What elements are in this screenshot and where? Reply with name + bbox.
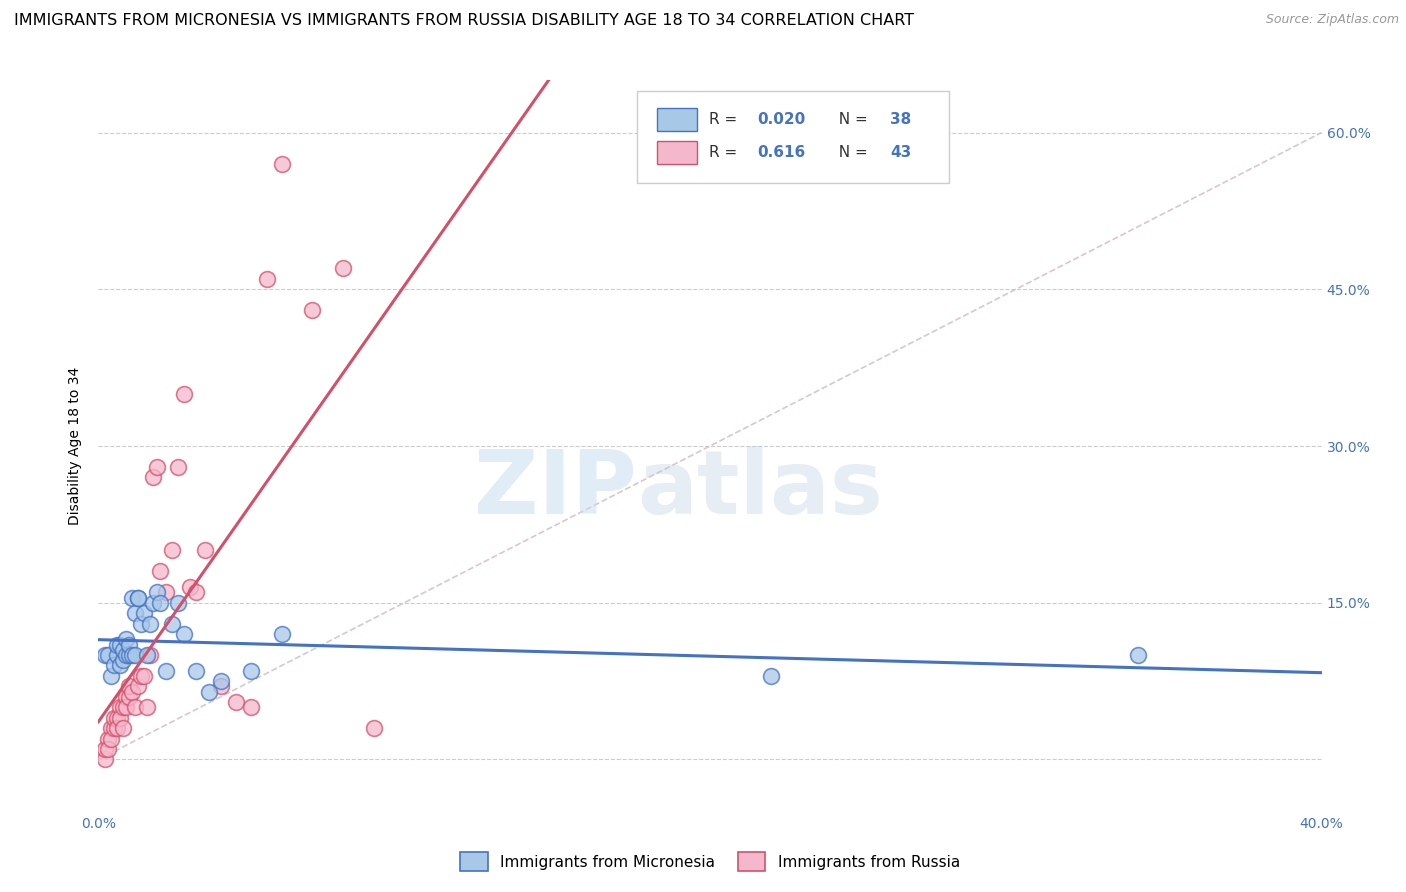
Point [197, 684, 219, 698]
Point [118, 690, 141, 704]
Point [108, 711, 131, 725]
Point [108, 700, 131, 714]
Point [111, 700, 134, 714]
Point [332, 261, 354, 276]
Point [179, 580, 201, 594]
Point [173, 627, 195, 641]
Point [100, 669, 122, 683]
Text: IMMIGRANTS FROM MICRONESIA VS IMMIGRANTS FROM RUSSIA DISABILITY AGE 18 TO 34 COR: IMMIGRANTS FROM MICRONESIA VS IMMIGRANTS… [14, 13, 914, 29]
Point [115, 690, 138, 704]
Point [127, 679, 149, 693]
Point [240, 664, 263, 678]
Point [105, 711, 128, 725]
Point [139, 616, 162, 631]
Text: 0.616: 0.616 [758, 145, 806, 161]
Text: 38: 38 [890, 112, 911, 128]
Point [118, 638, 141, 652]
Point [173, 386, 195, 401]
Point [111, 642, 134, 657]
Point [160, 543, 183, 558]
Point [93, 752, 115, 766]
Point [108, 658, 131, 673]
Point [759, 669, 782, 683]
Point [124, 700, 146, 714]
Point [127, 591, 149, 605]
Point [194, 543, 217, 558]
Point [142, 596, 165, 610]
Point [93, 742, 115, 756]
Point [270, 157, 292, 171]
Point [121, 684, 143, 698]
Point [100, 721, 122, 735]
Point [167, 596, 190, 610]
Point [270, 627, 292, 641]
Point [108, 638, 131, 652]
Point [105, 648, 128, 662]
Point [129, 616, 152, 631]
Legend: Immigrants from Micronesia, Immigrants from Russia: Immigrants from Micronesia, Immigrants f… [454, 847, 966, 877]
Point [240, 700, 263, 714]
Point [105, 721, 128, 735]
Point [209, 674, 232, 689]
Point [134, 606, 156, 620]
Point [111, 721, 134, 735]
Text: R =: R = [709, 112, 742, 128]
Point [256, 272, 278, 286]
Point [115, 632, 138, 647]
Text: ZIP: ZIP [474, 446, 637, 533]
Point [121, 648, 143, 662]
Point [1128, 648, 1150, 662]
Point [111, 653, 134, 667]
FancyBboxPatch shape [637, 91, 949, 183]
Point [121, 591, 143, 605]
Point [139, 648, 162, 662]
Text: 0.020: 0.020 [758, 112, 806, 128]
Point [97, 742, 120, 756]
Point [167, 459, 190, 474]
Point [124, 648, 146, 662]
Point [142, 470, 165, 484]
Point [136, 700, 159, 714]
Point [155, 664, 177, 678]
Point [115, 700, 138, 714]
Text: Source: ZipAtlas.com: Source: ZipAtlas.com [1265, 13, 1399, 27]
Point [103, 721, 125, 735]
Point [186, 664, 208, 678]
FancyBboxPatch shape [658, 108, 696, 131]
Point [127, 591, 149, 605]
Point [301, 303, 323, 318]
Point [155, 585, 177, 599]
Point [145, 459, 167, 474]
Point [100, 731, 122, 746]
Point [124, 606, 146, 620]
Point [103, 711, 125, 725]
FancyBboxPatch shape [658, 141, 696, 164]
Y-axis label: Disability Age 18 to 34: Disability Age 18 to 34 [69, 367, 83, 525]
Point [363, 721, 385, 735]
Text: R =: R = [709, 145, 747, 161]
Point [118, 679, 141, 693]
Point [145, 585, 167, 599]
Point [149, 596, 172, 610]
Point [118, 648, 141, 662]
Point [97, 648, 120, 662]
Point [115, 648, 138, 662]
Point [105, 638, 128, 652]
Text: atlas: atlas [637, 446, 883, 533]
Point [149, 565, 172, 579]
Point [160, 616, 183, 631]
Point [136, 648, 159, 662]
Text: N =: N = [828, 145, 872, 161]
Text: N =: N = [828, 112, 872, 128]
Point [209, 679, 232, 693]
Point [97, 731, 120, 746]
Point [186, 585, 208, 599]
Point [93, 648, 115, 662]
Point [103, 658, 125, 673]
Point [225, 695, 247, 709]
Text: 43: 43 [890, 145, 911, 161]
Point [134, 669, 156, 683]
Point [129, 669, 152, 683]
